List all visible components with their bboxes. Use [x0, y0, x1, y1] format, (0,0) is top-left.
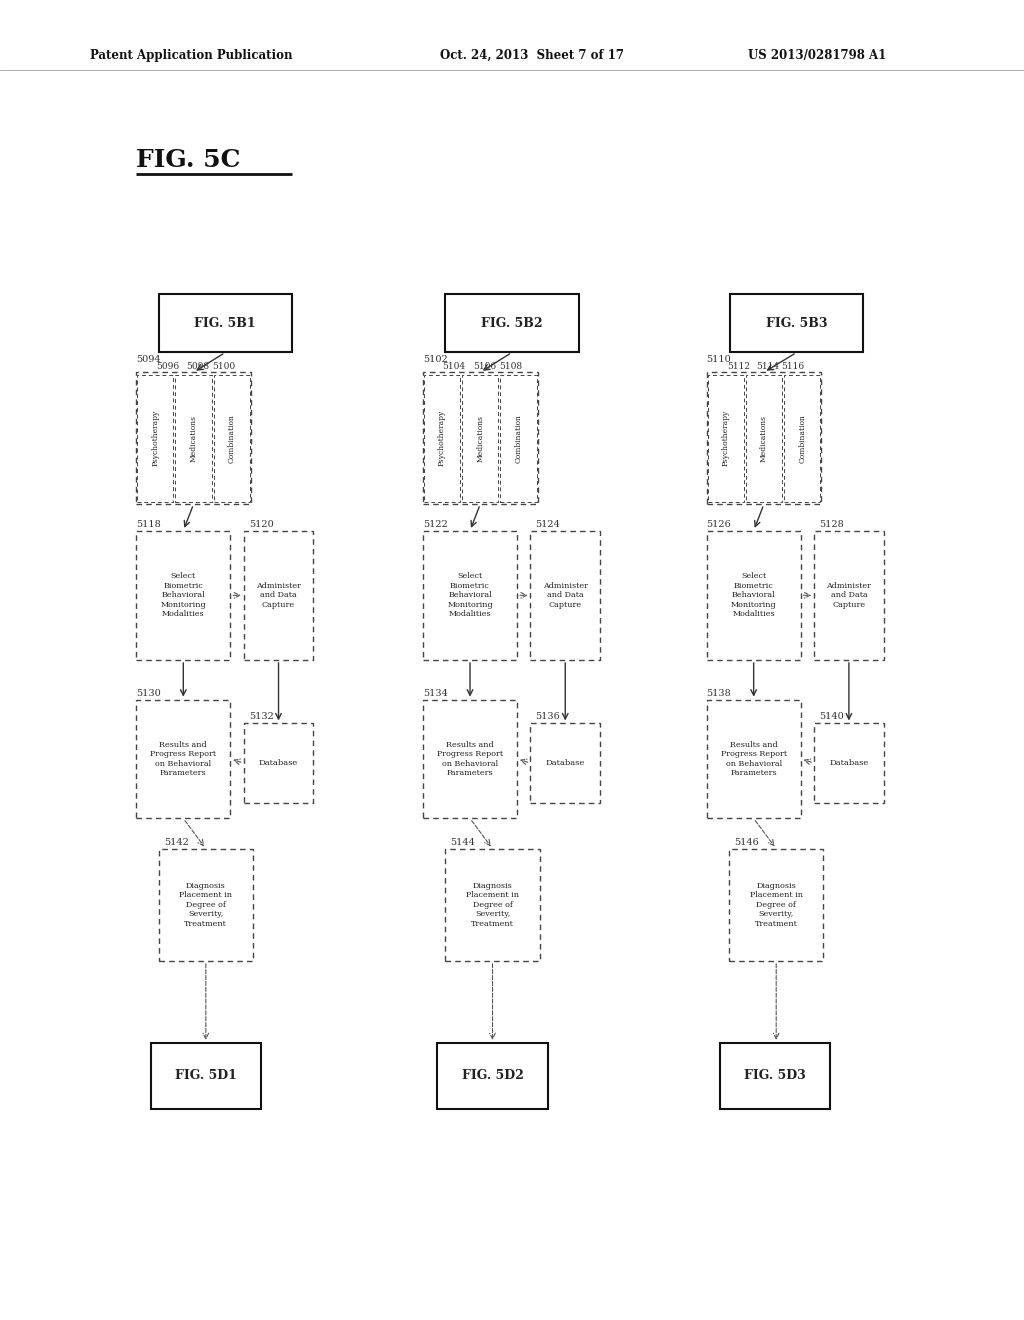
Text: Medications: Medications: [476, 414, 484, 462]
Text: Select
Biometric
Behavioral
Monitoring
Modalities: Select Biometric Behavioral Monitoring M…: [447, 573, 493, 618]
Bar: [136, 531, 230, 660]
Text: Diagnosis
Placement in
Degree of
Severity,
Treatment: Diagnosis Placement in Degree of Severit…: [750, 882, 803, 928]
Bar: [244, 531, 313, 660]
Text: 5124: 5124: [536, 520, 560, 528]
Text: Administer
and Data
Capture: Administer and Data Capture: [543, 582, 588, 609]
Text: Oct. 24, 2013  Sheet 7 of 17: Oct. 24, 2013 Sheet 7 of 17: [440, 49, 625, 62]
Text: 5096: 5096: [157, 363, 180, 371]
Text: Combination: Combination: [798, 413, 806, 463]
Text: Results and
Progress Report
on Behavioral
Parameters: Results and Progress Report on Behaviora…: [151, 741, 216, 777]
Text: 5142: 5142: [164, 838, 188, 846]
Bar: [814, 531, 884, 660]
Bar: [784, 375, 820, 502]
Text: Medications: Medications: [760, 414, 768, 462]
Text: 5120: 5120: [249, 520, 273, 528]
Text: Select
Biometric
Behavioral
Monitoring
Modalities: Select Biometric Behavioral Monitoring M…: [731, 573, 776, 618]
Bar: [244, 723, 313, 803]
Text: 5144: 5144: [451, 838, 475, 846]
Bar: [745, 375, 782, 502]
Bar: [214, 375, 250, 502]
Bar: [136, 700, 230, 818]
Bar: [720, 1043, 830, 1109]
Text: 5128: 5128: [819, 520, 844, 528]
Text: 5126: 5126: [707, 520, 731, 528]
Text: Diagnosis
Placement in
Degree of
Severity,
Treatment: Diagnosis Placement in Degree of Severit…: [466, 882, 519, 928]
Text: FIG. 5D1: FIG. 5D1: [175, 1069, 237, 1082]
Bar: [437, 1043, 548, 1109]
Bar: [159, 294, 292, 352]
Text: FIG. 5B2: FIG. 5B2: [481, 317, 543, 330]
Bar: [814, 723, 884, 803]
Text: Results and
Progress Report
on Behavioral
Parameters: Results and Progress Report on Behaviora…: [721, 741, 786, 777]
Bar: [151, 1043, 261, 1109]
Bar: [501, 375, 537, 502]
Bar: [530, 531, 600, 660]
Text: 5112: 5112: [727, 363, 750, 371]
Text: 5136: 5136: [536, 713, 560, 721]
Bar: [423, 531, 517, 660]
Text: 5106: 5106: [473, 363, 497, 371]
Bar: [424, 375, 460, 502]
Text: Psychotherapy: Psychotherapy: [152, 411, 160, 466]
Text: 5098: 5098: [186, 363, 210, 371]
Text: 5118: 5118: [136, 520, 161, 528]
Bar: [707, 531, 801, 660]
Text: Combination: Combination: [227, 413, 236, 463]
Text: Administer
and Data
Capture: Administer and Data Capture: [256, 582, 301, 609]
Text: Select
Biometric
Behavioral
Monitoring
Modalities: Select Biometric Behavioral Monitoring M…: [161, 573, 206, 618]
Bar: [137, 375, 173, 502]
Text: Database: Database: [546, 759, 585, 767]
Text: Database: Database: [259, 759, 298, 767]
Bar: [462, 375, 499, 502]
Bar: [136, 372, 251, 504]
Text: FIG. 5B1: FIG. 5B1: [195, 317, 256, 330]
Text: US 2013/0281798 A1: US 2013/0281798 A1: [748, 49, 886, 62]
Bar: [159, 849, 253, 961]
Text: 5114: 5114: [756, 363, 779, 371]
Bar: [445, 849, 540, 961]
Text: 5116: 5116: [781, 363, 805, 371]
Text: 5108: 5108: [499, 363, 522, 371]
Text: 5130: 5130: [136, 689, 161, 697]
Text: 5122: 5122: [423, 520, 447, 528]
Text: FIG. 5B3: FIG. 5B3: [766, 317, 827, 330]
Text: 5134: 5134: [423, 689, 447, 697]
Bar: [445, 294, 579, 352]
Text: Administer
and Data
Capture: Administer and Data Capture: [826, 582, 871, 609]
Text: 5110: 5110: [707, 355, 731, 363]
Bar: [729, 849, 823, 961]
Bar: [707, 700, 801, 818]
Text: 5094: 5094: [136, 355, 161, 363]
Text: FIG. 5C: FIG. 5C: [136, 148, 241, 172]
Text: Results and
Progress Report
on Behavioral
Parameters: Results and Progress Report on Behaviora…: [437, 741, 503, 777]
Text: Diagnosis
Placement in
Degree of
Severity,
Treatment: Diagnosis Placement in Degree of Severit…: [179, 882, 232, 928]
Bar: [730, 294, 863, 352]
Text: Medications: Medications: [189, 414, 198, 462]
Text: 5102: 5102: [423, 355, 447, 363]
Text: 5138: 5138: [707, 689, 731, 697]
Bar: [708, 375, 743, 502]
Text: Psychotherapy: Psychotherapy: [438, 411, 446, 466]
Bar: [423, 372, 538, 504]
Text: 5140: 5140: [819, 713, 844, 721]
Text: 5100: 5100: [212, 363, 236, 371]
Bar: [707, 372, 821, 504]
Text: 5132: 5132: [249, 713, 273, 721]
Text: FIG. 5D2: FIG. 5D2: [462, 1069, 523, 1082]
Text: Psychotherapy: Psychotherapy: [722, 411, 730, 466]
Bar: [175, 375, 212, 502]
Text: 5146: 5146: [734, 838, 759, 846]
Text: FIG. 5D3: FIG. 5D3: [744, 1069, 806, 1082]
Text: Patent Application Publication: Patent Application Publication: [90, 49, 293, 62]
Bar: [423, 700, 517, 818]
Text: 5104: 5104: [442, 363, 466, 371]
Text: Database: Database: [829, 759, 868, 767]
Text: Combination: Combination: [514, 413, 522, 463]
Bar: [530, 723, 600, 803]
